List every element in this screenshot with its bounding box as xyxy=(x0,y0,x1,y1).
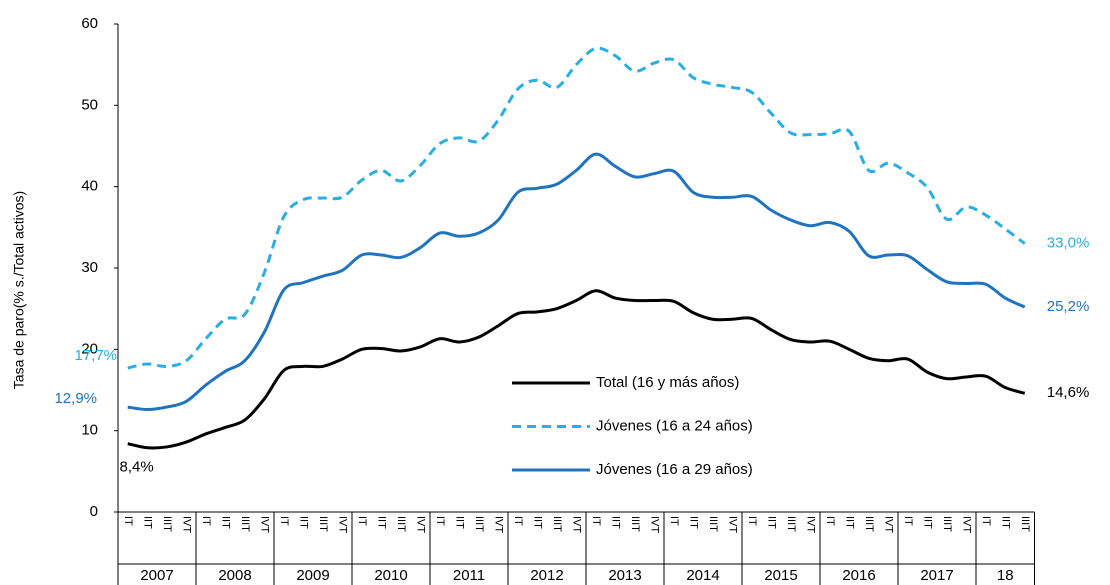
quarter-label: IVT xyxy=(882,516,894,533)
quarter-label: IIIT xyxy=(551,516,563,532)
y-tick-label: 20 xyxy=(81,340,98,357)
quarter-label: IIT xyxy=(687,516,699,529)
year-label: 2015 xyxy=(764,567,797,584)
quarter-label: IIIT xyxy=(629,516,641,532)
quarter-label: IT xyxy=(746,516,758,526)
data-label: 8,4% xyxy=(120,459,154,476)
year-label: 2009 xyxy=(296,567,329,584)
quarter-label: IIT xyxy=(531,516,543,529)
quarter-label: IIIT xyxy=(707,516,719,532)
quarter-label: IIIT xyxy=(161,516,173,532)
quarter-label: IVT xyxy=(180,516,192,533)
quarter-label: IT xyxy=(278,516,290,526)
y-tick-label: 30 xyxy=(81,259,98,276)
y-axis-label: Tasa de paro(% s./Total activos) xyxy=(11,191,27,389)
year-label: 2013 xyxy=(608,567,641,584)
quarter-label: IIT xyxy=(219,516,231,529)
legend-label: Jóvenes (16 a 29 años) xyxy=(596,461,753,478)
quarter-label: IT xyxy=(824,516,836,526)
quarter-label: IIT xyxy=(609,516,621,529)
quarter-label: IVT xyxy=(648,516,660,533)
y-tick-label: 50 xyxy=(81,96,98,113)
quarter-label: IIT xyxy=(999,516,1011,529)
year-label: 2008 xyxy=(218,567,251,584)
quarter-label: IT xyxy=(668,516,680,526)
series-line xyxy=(127,289,1026,450)
quarter-label: IIIT xyxy=(863,516,875,532)
year-label: 2010 xyxy=(374,567,407,584)
quarter-label: IIT xyxy=(453,516,465,529)
quarter-label: IT xyxy=(902,516,914,526)
year-label: 2007 xyxy=(140,567,173,584)
year-label: 2016 xyxy=(842,567,875,584)
quarter-label: IIIT xyxy=(317,516,329,532)
legend-label: Jóvenes (16 a 24 años) xyxy=(596,417,753,434)
y-tick-label: 60 xyxy=(81,15,98,32)
quarter-label: IVT xyxy=(804,516,816,533)
series-line xyxy=(127,46,1026,370)
quarter-label: IT xyxy=(590,516,602,526)
quarter-label: IVT xyxy=(960,516,972,533)
data-label: 14,6% xyxy=(1047,384,1090,401)
quarter-label: IIIT xyxy=(1019,516,1031,532)
quarter-label: IIIT xyxy=(395,516,407,532)
quarter-label: IT xyxy=(356,516,368,526)
year-label: 2012 xyxy=(530,567,563,584)
data-label: 33,0% xyxy=(1047,235,1090,252)
year-label: 2017 xyxy=(920,567,953,584)
quarter-label: IT xyxy=(980,516,992,526)
year-label: 2014 xyxy=(686,567,719,584)
data-label: 25,2% xyxy=(1047,298,1090,315)
year-label: 2011 xyxy=(453,567,485,584)
quarter-label: IIT xyxy=(921,516,933,529)
quarter-label: IT xyxy=(200,516,212,526)
series-line xyxy=(127,152,1026,412)
quarter-label: IVT xyxy=(726,516,738,533)
legend-label: Total (16 y más años) xyxy=(596,374,739,391)
data-label: 12,9% xyxy=(54,390,97,407)
quarter-label: IVT xyxy=(414,516,426,533)
quarter-label: IIIT xyxy=(473,516,485,532)
quarter-label: IVT xyxy=(258,516,270,533)
year-label: 18 xyxy=(997,567,1014,584)
y-tick-label: 10 xyxy=(81,422,98,439)
quarter-label: IVT xyxy=(570,516,582,533)
quarter-label: IIT xyxy=(765,516,777,529)
quarter-label: IT xyxy=(512,516,524,526)
quarter-label: IIT xyxy=(375,516,387,529)
quarter-label: IIIT xyxy=(239,516,251,532)
quarter-label: IIIT xyxy=(941,516,953,532)
y-tick-label: 40 xyxy=(81,178,98,195)
quarter-label: IIT xyxy=(843,516,855,529)
y-tick-label: 0 xyxy=(90,503,98,520)
quarter-label: IT xyxy=(122,516,134,526)
quarter-label: IVT xyxy=(492,516,504,533)
quarter-label: IIT xyxy=(297,516,309,529)
quarter-label: IT xyxy=(434,516,446,526)
quarter-label: IIT xyxy=(141,516,153,529)
data-label: 17,7% xyxy=(74,347,117,364)
quarter-label: IVT xyxy=(336,516,348,533)
quarter-label: IIIT xyxy=(785,516,797,532)
